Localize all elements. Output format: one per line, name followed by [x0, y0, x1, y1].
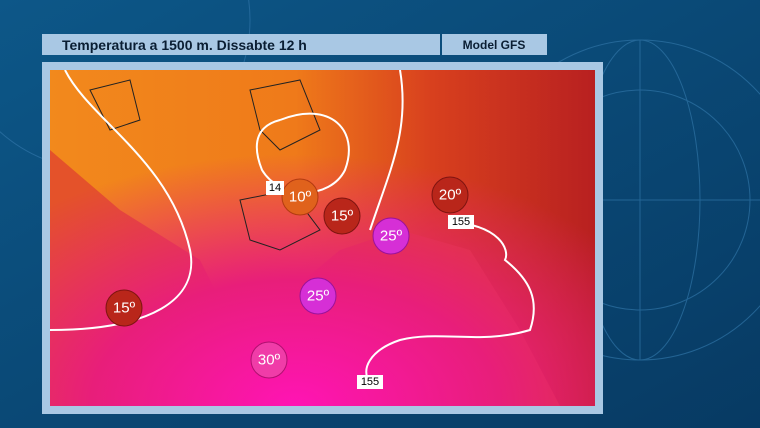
marker: [250, 341, 288, 379]
contour-labels: 155 155 14: [266, 181, 474, 389]
marker: [299, 277, 337, 315]
contour-label: 14: [269, 182, 281, 194]
temperature-label: 30º: [258, 352, 281, 369]
contour-label-box: [266, 181, 284, 195]
map-title: Temperatura a 1500 m. Dissabte 12 h: [62, 37, 307, 53]
temperature-label: 10º: [289, 189, 312, 206]
marker: [431, 176, 469, 214]
marker: [372, 217, 410, 255]
temperature-label: 25º: [307, 288, 330, 305]
map: [50, 70, 595, 406]
temperature-label: 25º: [380, 228, 403, 245]
temperature-markers: 10º 15º 20º 25º 25º 15º 30º: [105, 176, 469, 379]
temperature-label: 20º: [439, 187, 462, 204]
contour-label: 155: [361, 376, 379, 388]
model-label: Model GFS: [463, 38, 526, 52]
title-bar: [42, 34, 440, 55]
temperature-label: 15º: [113, 300, 136, 317]
model-box: [442, 34, 547, 55]
marker: [105, 289, 143, 327]
temperature-label: 15º: [331, 208, 354, 225]
contour-label-box: [357, 375, 383, 389]
contour-label: 155: [452, 216, 470, 228]
marker: [281, 178, 319, 216]
contour-label-box: [448, 215, 474, 229]
marker: [323, 197, 361, 235]
